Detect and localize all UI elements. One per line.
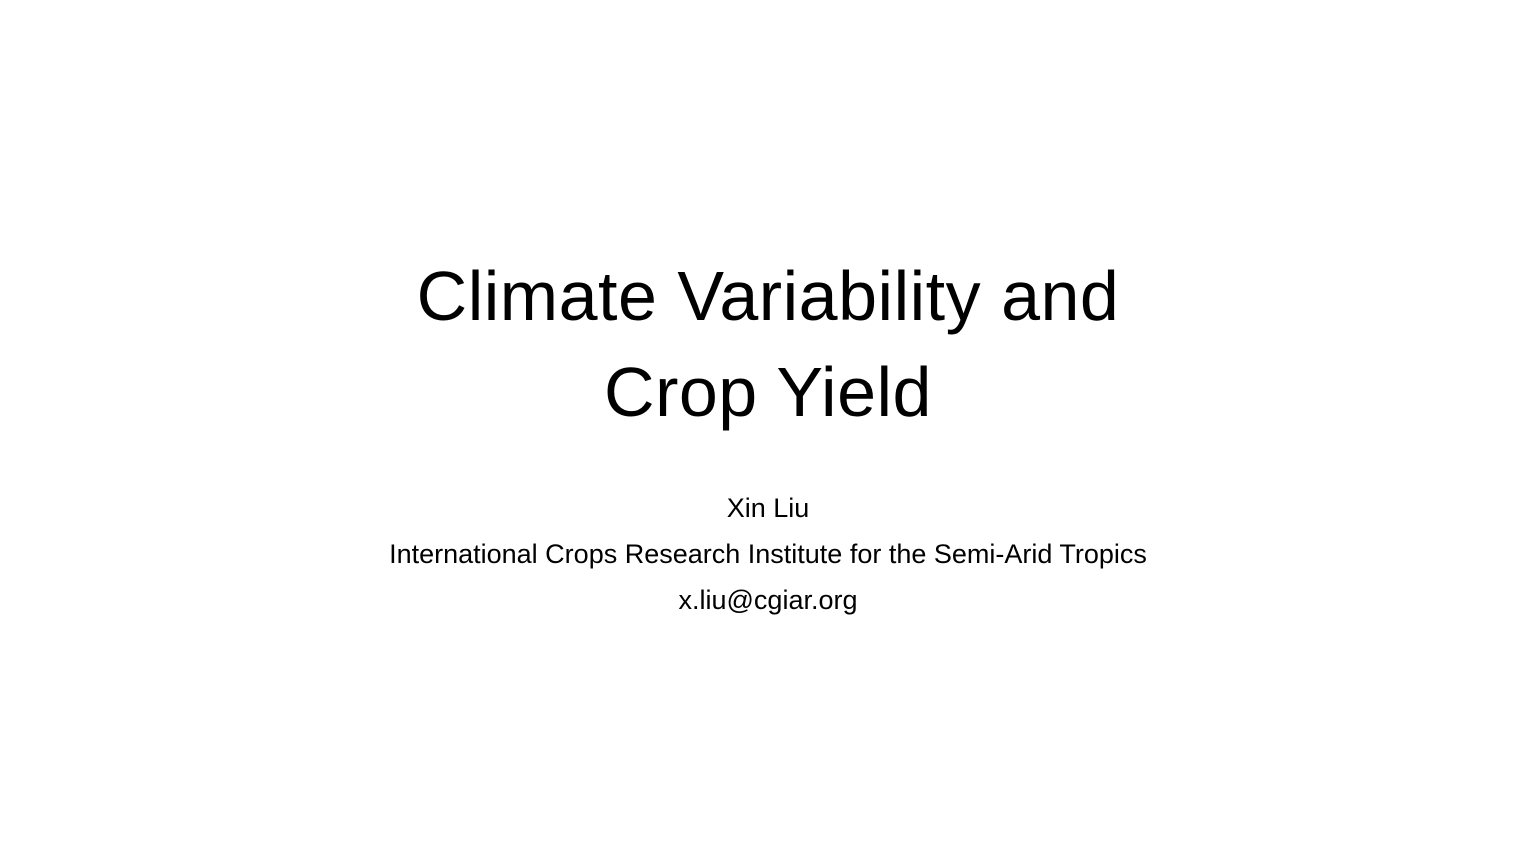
slide-title-line-2: Crop Yield (604, 353, 932, 431)
slide-title-line-1: Climate Variability and (416, 257, 1120, 335)
author-institution: International Crops Research Institute f… (389, 539, 1147, 569)
slide-subtitle: Xin Liu International Crops Research Ins… (268, 485, 1268, 623)
slide-title: Climate Variability and Crop Yield (268, 248, 1268, 440)
author-name: Xin Liu (726, 493, 810, 523)
author-email: x.liu@cgiar.org (678, 585, 858, 615)
